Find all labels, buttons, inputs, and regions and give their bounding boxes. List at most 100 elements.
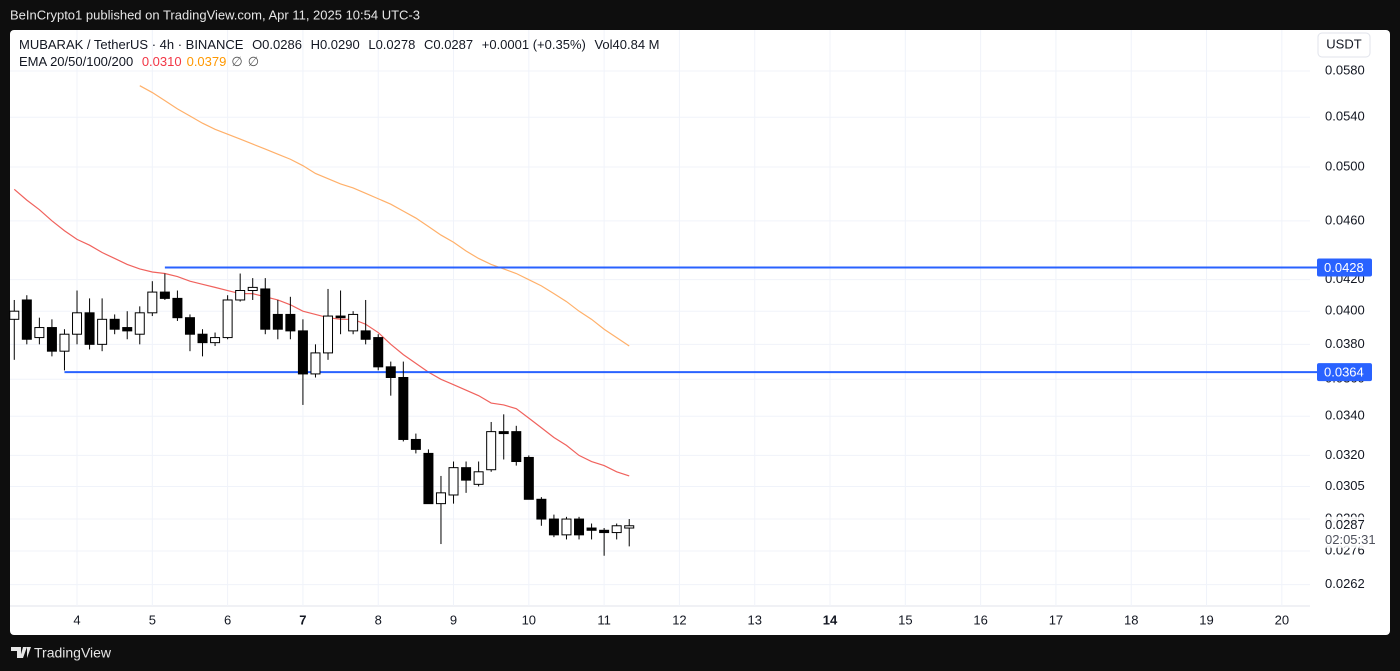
- x-tick-label: 16: [973, 612, 987, 627]
- candle-body: [122, 327, 133, 332]
- candle-body: [235, 290, 246, 301]
- candle-body: [498, 431, 509, 435]
- level-tag: [1317, 258, 1372, 277]
- candle-body: [21, 299, 32, 340]
- ema-value: 0.0310: [141, 54, 182, 69]
- ohlc-row: MUBARAK / TetherUS · 4h · BINANCE O0.028…: [19, 36, 665, 53]
- candle-body: [172, 297, 183, 319]
- countdown: 02:05:31: [1325, 532, 1376, 547]
- x-tick-label: 19: [1199, 612, 1213, 627]
- x-tick-label: 15: [898, 612, 912, 627]
- candle-body: [84, 312, 95, 345]
- candle-body: [385, 366, 396, 378]
- y-tick-label: 0.0380: [1325, 336, 1365, 351]
- candle-body: [410, 438, 421, 450]
- candle-body: [599, 529, 610, 534]
- y-tick-label: 0.0262: [1325, 576, 1365, 591]
- ema-value: ∅: [247, 54, 260, 69]
- ema-row: EMA 20/50/100/200 0.0310 0.0379 ∅ ∅: [19, 53, 665, 70]
- volume: Vol40.84 M: [594, 37, 660, 52]
- candle-body: [59, 333, 70, 352]
- candle-body: [586, 527, 597, 531]
- candle-body: [398, 376, 409, 440]
- y-tick-label: 0.0460: [1325, 212, 1365, 227]
- candle-body: [109, 318, 120, 330]
- candle-body: [423, 452, 434, 505]
- chart-panel: [10, 30, 1390, 635]
- grid: [10, 30, 1310, 606]
- y-tick-label: 0.0500: [1325, 158, 1365, 173]
- candle-body: [134, 312, 145, 335]
- candle-body: [373, 337, 384, 368]
- candle-body: [348, 313, 359, 332]
- candle-body: [473, 471, 484, 485]
- published-title: BeInCrypto1 published on TradingView.com…: [10, 7, 420, 22]
- ema-line: [139, 85, 630, 347]
- candle-body: [574, 518, 585, 536]
- last-price-tag: [1317, 516, 1385, 548]
- candle-body: [72, 312, 83, 335]
- last-price-label: 0.0287: [1325, 517, 1365, 532]
- ema-line: [13, 188, 630, 477]
- symbol: MUBARAK / TetherUS · 4h · BINANCE: [19, 37, 244, 52]
- y-tick-label: 0.0305: [1325, 478, 1365, 493]
- x-tick-label: 7: [299, 612, 306, 627]
- footer-brand: TradingView: [34, 645, 112, 661]
- candle-body: [97, 318, 108, 345]
- x-tick-label: 6: [224, 612, 231, 627]
- level-tag: [1317, 363, 1372, 382]
- y-tick-label: 0.0340: [1325, 408, 1365, 423]
- candle-body: [184, 317, 195, 335]
- ema-value: 0.0379: [186, 54, 227, 69]
- candle-body: [323, 315, 334, 354]
- y-tick-label: 0.0580: [1325, 62, 1365, 77]
- candle-body: [159, 291, 170, 299]
- ohlc: L0.0278: [368, 37, 416, 52]
- candle-body: [360, 330, 371, 340]
- candle-body: [272, 313, 283, 330]
- candle-body: [523, 456, 534, 500]
- y-tick-label: 0.0320: [1325, 447, 1365, 462]
- x-tick-label: 12: [672, 612, 686, 627]
- y-tick-label: 0.0400: [1325, 303, 1365, 318]
- ohlc: C0.0287: [423, 37, 474, 52]
- candle-body: [548, 518, 559, 536]
- x-tick-label: 20: [1275, 612, 1289, 627]
- candle-body: [210, 337, 221, 344]
- candle-body: [247, 286, 258, 292]
- ema-value: ∅: [231, 54, 243, 69]
- candle-body: [486, 431, 497, 471]
- candle-body: [46, 327, 57, 352]
- currency-label[interactable]: USDT: [1326, 36, 1361, 51]
- ema-label: EMA 20/50/100/200: [19, 54, 134, 69]
- candle-body: [197, 333, 208, 344]
- x-tick-label: 18: [1124, 612, 1138, 627]
- x-tick-label: 10: [522, 612, 536, 627]
- x-tick-label: 14: [823, 612, 838, 627]
- ohlc: O0.0286: [252, 37, 302, 52]
- candle-body: [536, 498, 547, 520]
- x-tick-label: 5: [149, 612, 156, 627]
- candle-body: [147, 291, 158, 314]
- candle-body: [9, 310, 20, 320]
- x-tick-label: 17: [1049, 612, 1063, 627]
- candle-body: [335, 315, 346, 319]
- x-tick-label: 4: [73, 612, 80, 627]
- candle-body: [461, 467, 472, 481]
- candle-body: [611, 525, 622, 534]
- candle-body: [310, 352, 321, 375]
- candle-body: [435, 492, 446, 505]
- x-tick-label: 9: [450, 612, 457, 627]
- x-tick-label: 13: [747, 612, 761, 627]
- tv-logo: [11, 647, 31, 658]
- x-tick-label: 11: [597, 612, 611, 627]
- currency-button[interactable]: [1317, 32, 1371, 58]
- candle-body: [448, 467, 459, 496]
- ohlc: H0.0290: [310, 37, 360, 52]
- candle-body: [624, 525, 635, 529]
- level-label: 0.0428: [1324, 260, 1364, 275]
- x-tick-label: 8: [375, 612, 382, 627]
- legend-header: MUBARAK / TetherUS · 4h · BINANCE O0.028…: [19, 36, 665, 70]
